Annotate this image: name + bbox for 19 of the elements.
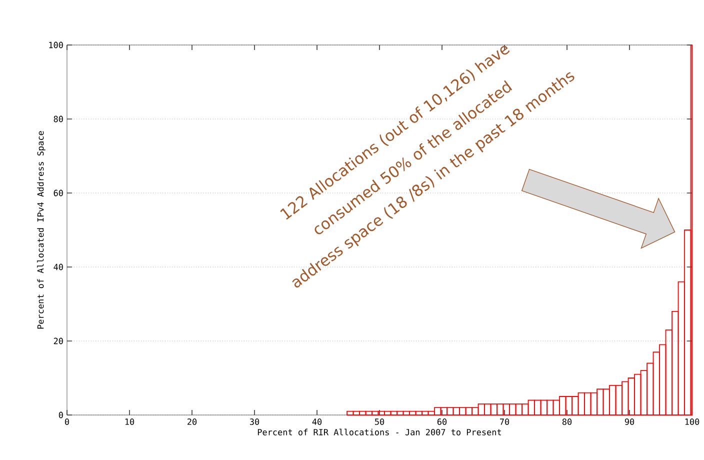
x-tick-label: 20: [188, 418, 197, 425]
y-tick-label: 80: [54, 116, 63, 122]
y-tick-label: 0: [58, 412, 63, 418]
x-tick-label: 40: [312, 418, 322, 425]
x-tick-label: 60: [437, 418, 447, 425]
x-tick-label: 80: [562, 418, 572, 425]
y-tick-label: 20: [54, 338, 63, 344]
x-tick-label: 30: [250, 418, 260, 425]
y-tick-label: 60: [54, 190, 63, 196]
y-tick-label: 40: [54, 264, 63, 270]
x-tick-label: 70: [500, 418, 510, 425]
y-tick-label: 100: [49, 42, 63, 48]
x-axis-title: Percent of RIR Allocations - Jan 2007 to Present: [258, 428, 502, 436]
y-axis-title: Percent of Allocated IPv4 Address Space: [37, 131, 46, 329]
x-tick-label: 90: [624, 418, 634, 425]
x-tick-label: 10: [125, 418, 134, 425]
x-tick-label: 100: [685, 418, 700, 425]
x-tick-label: 50: [375, 418, 384, 425]
x-tick-label: 0: [65, 418, 69, 425]
